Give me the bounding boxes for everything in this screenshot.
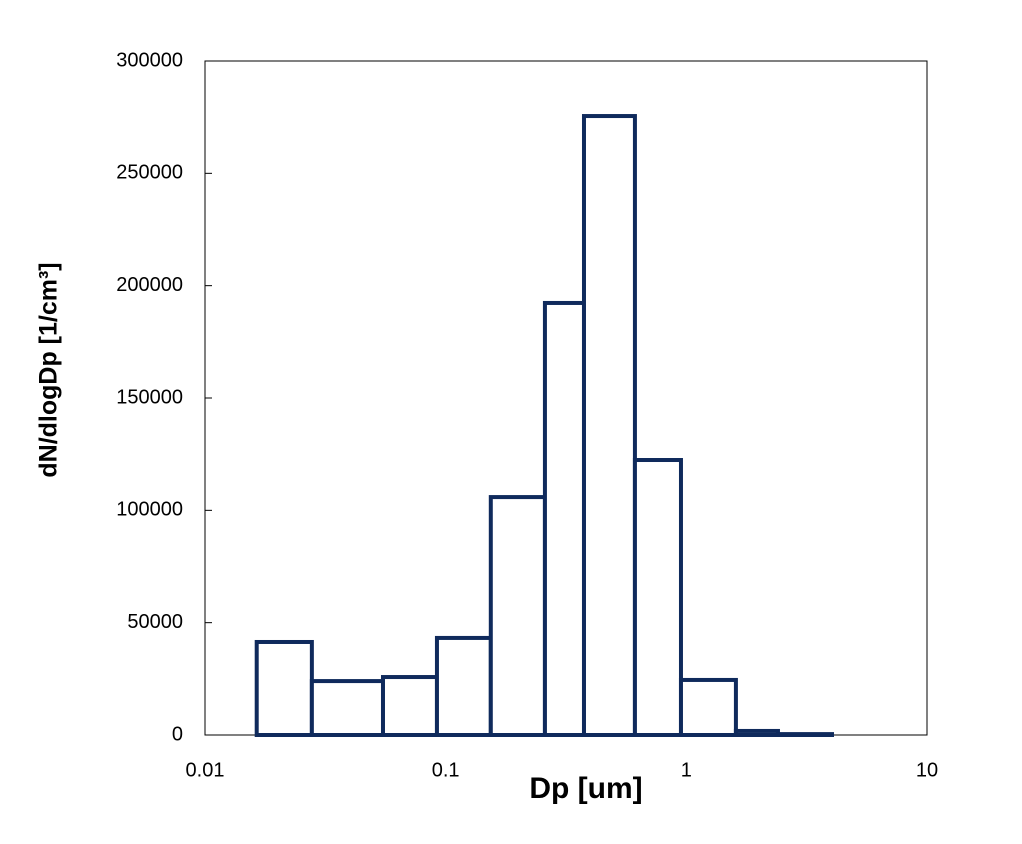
x-tick-label: 0.01 <box>186 759 225 781</box>
bar <box>775 732 835 737</box>
bar <box>632 458 683 737</box>
x-tick-label: 0.1 <box>432 759 460 781</box>
y-tick-label: 150000 <box>116 386 183 408</box>
y-tick-label: 250000 <box>116 162 183 184</box>
bar <box>678 677 738 737</box>
x-tick-label: 1 <box>681 759 692 781</box>
y-tick-label: 50000 <box>127 611 183 633</box>
y-tick-label: 0 <box>172 723 183 745</box>
bar <box>254 639 314 737</box>
x-axis-title: Dp [um] <box>529 772 642 805</box>
bar <box>380 675 439 738</box>
bar <box>488 495 547 737</box>
y-axis-title: dN/dlogDp [1/cm³] <box>35 262 63 477</box>
y-tick-label: 300000 <box>116 49 183 71</box>
bar <box>434 635 493 737</box>
bar <box>581 114 637 737</box>
y-tick-label: 200000 <box>116 274 183 296</box>
y-tick-label: 100000 <box>116 499 183 521</box>
bar <box>733 728 780 737</box>
x-tick-label: 10 <box>916 759 938 781</box>
bar <box>542 300 586 737</box>
bar <box>309 679 385 738</box>
